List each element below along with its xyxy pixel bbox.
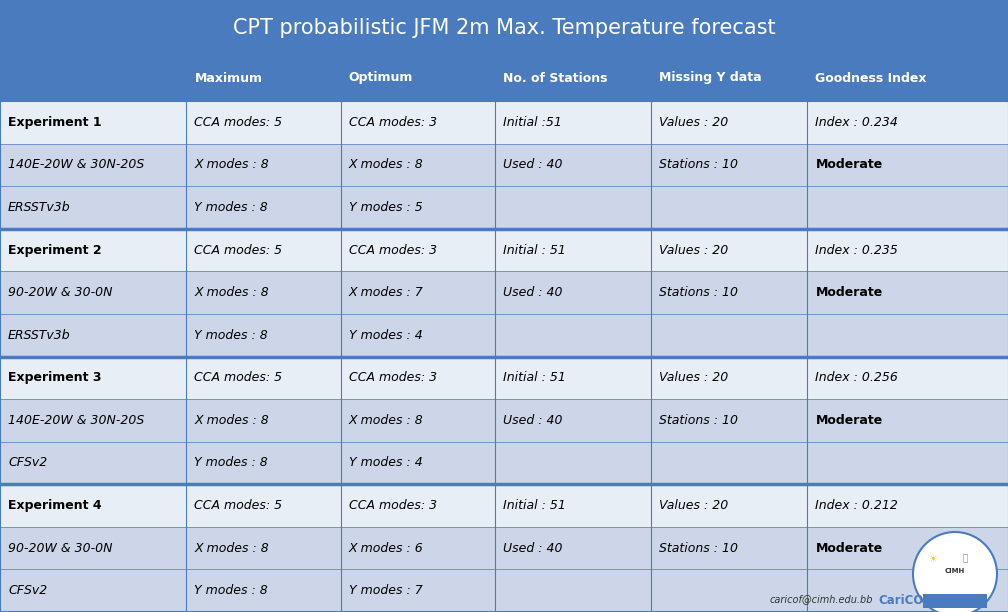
Text: caricof@cimh.edu.bb: caricof@cimh.edu.bb bbox=[770, 594, 874, 604]
Text: Goodness Index: Goodness Index bbox=[815, 72, 927, 84]
Text: Experiment 1: Experiment 1 bbox=[8, 116, 102, 129]
Text: No. of Stations: No. of Stations bbox=[503, 72, 608, 84]
Text: Experiment 3: Experiment 3 bbox=[8, 371, 102, 384]
Text: CCA modes: 3: CCA modes: 3 bbox=[349, 116, 436, 129]
Bar bbox=[0, 442, 1008, 484]
Text: Values : 20: Values : 20 bbox=[659, 371, 729, 384]
Text: Y modes : 8: Y modes : 8 bbox=[195, 457, 268, 469]
Text: ☀: ☀ bbox=[928, 554, 937, 564]
Bar bbox=[0, 186, 1008, 229]
Text: Index : 0.256: Index : 0.256 bbox=[815, 371, 898, 384]
Text: X modes : 8: X modes : 8 bbox=[349, 159, 423, 171]
Bar bbox=[0, 55, 1008, 101]
Bar bbox=[0, 484, 1008, 527]
Text: 140E-20W & 30N-20S: 140E-20W & 30N-20S bbox=[8, 159, 144, 171]
Bar bbox=[0, 399, 1008, 442]
Text: Used : 40: Used : 40 bbox=[503, 542, 562, 554]
Bar bbox=[0, 271, 1008, 314]
Bar bbox=[0, 101, 1008, 144]
Text: Initial :51: Initial :51 bbox=[503, 116, 561, 129]
Text: CFSv2: CFSv2 bbox=[8, 457, 47, 469]
Text: Used : 40: Used : 40 bbox=[503, 286, 562, 299]
Bar bbox=[0, 144, 1008, 186]
Text: X modes : 8: X modes : 8 bbox=[195, 286, 269, 299]
Text: Y modes : 8: Y modes : 8 bbox=[195, 329, 268, 341]
Text: Experiment 4: Experiment 4 bbox=[8, 499, 102, 512]
Text: Moderate: Moderate bbox=[815, 159, 883, 171]
Text: X modes : 7: X modes : 7 bbox=[349, 286, 423, 299]
Text: Index : 0.212: Index : 0.212 bbox=[815, 499, 898, 512]
Text: Values : 20: Values : 20 bbox=[659, 116, 729, 129]
Bar bbox=[0, 0, 1008, 55]
Text: Index : 0.235: Index : 0.235 bbox=[815, 244, 898, 256]
Text: Y modes : 7: Y modes : 7 bbox=[349, 584, 422, 597]
Bar bbox=[0, 569, 1008, 612]
Text: CCA modes: 5: CCA modes: 5 bbox=[195, 371, 282, 384]
Bar bbox=[923, 594, 987, 608]
Bar bbox=[0, 314, 1008, 357]
Text: CCA modes: 3: CCA modes: 3 bbox=[349, 244, 436, 256]
Text: Experiment 2: Experiment 2 bbox=[8, 244, 102, 256]
Text: Values : 20: Values : 20 bbox=[659, 244, 729, 256]
Text: Values : 20: Values : 20 bbox=[659, 499, 729, 512]
Text: 140E-20W & 30N-20S: 140E-20W & 30N-20S bbox=[8, 414, 144, 427]
Ellipse shape bbox=[913, 532, 997, 612]
Text: X modes : 8: X modes : 8 bbox=[195, 414, 269, 427]
Text: Index : 0.234: Index : 0.234 bbox=[815, 116, 898, 129]
Text: Y modes : 5: Y modes : 5 bbox=[349, 201, 422, 214]
Text: Stations : 10: Stations : 10 bbox=[659, 414, 738, 427]
Text: CCA modes: 3: CCA modes: 3 bbox=[349, 499, 436, 512]
Text: CPT probabilistic JFM 2m Max. Temperature forecast: CPT probabilistic JFM 2m Max. Temperatur… bbox=[233, 18, 775, 37]
Text: Y modes : 8: Y modes : 8 bbox=[195, 584, 268, 597]
Text: ERSSTv3b: ERSSTv3b bbox=[8, 329, 71, 341]
Bar bbox=[0, 357, 1008, 399]
Text: 90-20W & 30-0N: 90-20W & 30-0N bbox=[8, 542, 113, 554]
Text: Y modes : 4: Y modes : 4 bbox=[349, 457, 422, 469]
Text: Initial : 51: Initial : 51 bbox=[503, 499, 565, 512]
Text: Stations : 10: Stations : 10 bbox=[659, 159, 738, 171]
Text: CCA modes: 5: CCA modes: 5 bbox=[195, 499, 282, 512]
Bar bbox=[0, 229, 1008, 271]
Text: Initial : 51: Initial : 51 bbox=[503, 244, 565, 256]
Text: CIMH: CIMH bbox=[944, 568, 965, 574]
Text: ERSSTv3b: ERSSTv3b bbox=[8, 201, 71, 214]
Text: 90-20W & 30-0N: 90-20W & 30-0N bbox=[8, 286, 113, 299]
Text: Stations : 10: Stations : 10 bbox=[659, 286, 738, 299]
Text: CCA modes: 3: CCA modes: 3 bbox=[349, 371, 436, 384]
Text: CFSv2: CFSv2 bbox=[8, 584, 47, 597]
Text: Used : 40: Used : 40 bbox=[503, 159, 562, 171]
Text: Maximum: Maximum bbox=[195, 72, 262, 84]
Text: Optimum: Optimum bbox=[349, 72, 413, 84]
Text: X modes : 8: X modes : 8 bbox=[195, 542, 269, 554]
Text: Y modes : 4: Y modes : 4 bbox=[349, 329, 422, 341]
Text: CCA modes: 5: CCA modes: 5 bbox=[195, 116, 282, 129]
Bar bbox=[0, 527, 1008, 569]
Text: Y modes : 8: Y modes : 8 bbox=[195, 201, 268, 214]
Text: X modes : 6: X modes : 6 bbox=[349, 542, 423, 554]
Text: Missing Y data: Missing Y data bbox=[659, 72, 762, 84]
Text: Moderate: Moderate bbox=[815, 286, 883, 299]
Text: ⛅: ⛅ bbox=[963, 554, 968, 563]
Text: Moderate: Moderate bbox=[815, 542, 883, 554]
Text: Moderate: Moderate bbox=[815, 414, 883, 427]
Text: CCA modes: 5: CCA modes: 5 bbox=[195, 244, 282, 256]
Text: Initial : 51: Initial : 51 bbox=[503, 371, 565, 384]
Text: X modes : 8: X modes : 8 bbox=[195, 159, 269, 171]
Text: CariCOF: CariCOF bbox=[878, 594, 931, 607]
Text: Stations : 10: Stations : 10 bbox=[659, 542, 738, 554]
Text: Used : 40: Used : 40 bbox=[503, 414, 562, 427]
Text: X modes : 8: X modes : 8 bbox=[349, 414, 423, 427]
